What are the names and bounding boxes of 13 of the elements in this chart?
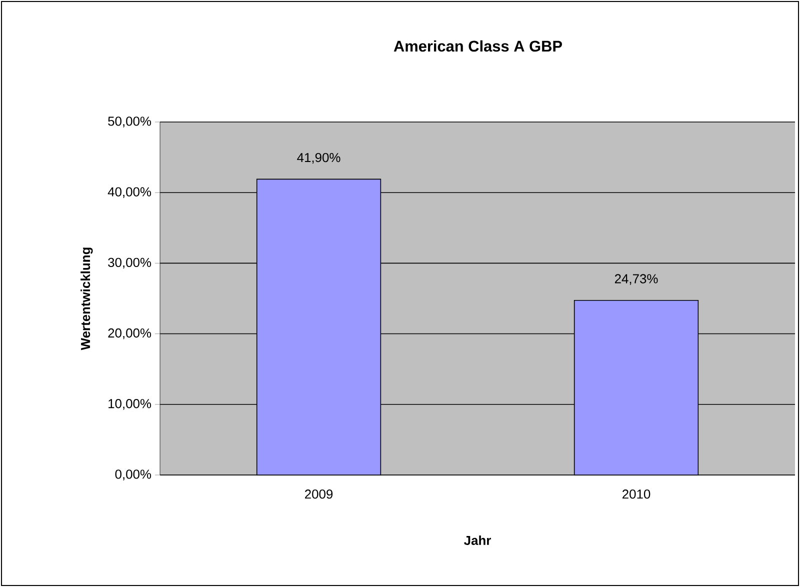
y-tick-label: 0,00% xyxy=(115,470,152,480)
y-tick-label: 30,00% xyxy=(108,258,152,269)
y-tick-label: 10,00% xyxy=(108,399,152,410)
y-tick-label: 50,00% xyxy=(108,116,152,128)
data-label: 24,73% xyxy=(614,274,658,285)
y-tick-label: 20,00% xyxy=(108,328,152,340)
x-tick-label: 2010 xyxy=(622,490,650,499)
x-tick-label: 2009 xyxy=(305,490,333,499)
y-tick-label: 40,00% xyxy=(108,187,152,198)
x-axis-title: Jahr xyxy=(464,536,491,546)
data-label: 41,90% xyxy=(297,152,340,164)
chart-title: American Class A GBP xyxy=(394,40,562,52)
y-axis-title: Wertentwicklung xyxy=(80,248,93,350)
